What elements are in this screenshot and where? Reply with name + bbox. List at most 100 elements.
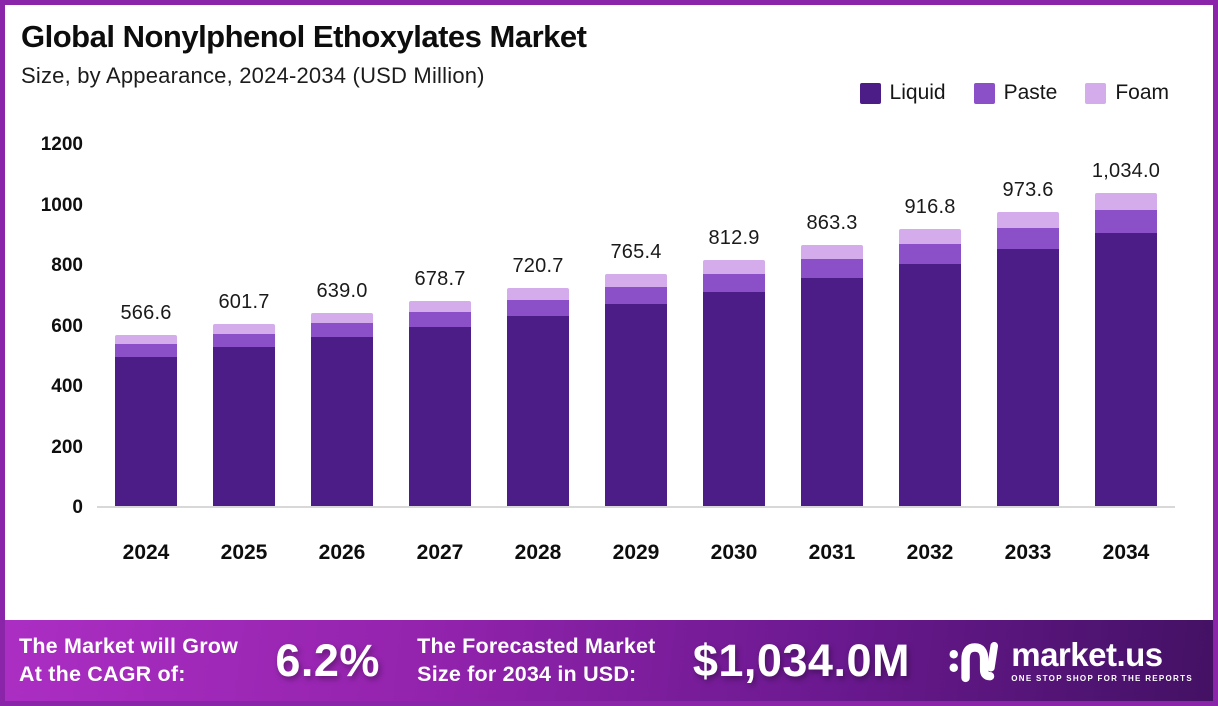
legend-item-foam: Foam — [1085, 81, 1169, 105]
forecast-label-line1: The Forecasted Market — [417, 633, 656, 658]
forecast-label-line2: Size for 2034 in USD: — [417, 661, 637, 686]
legend-item-liquid: Liquid — [859, 81, 946, 105]
bar-value-label-2024: 566.6 — [120, 301, 172, 324]
bar-column-2028: 720.7 — [489, 145, 587, 506]
brand-logo: market.us ONE STOP SHOP FOR THE REPORTS — [947, 634, 1193, 688]
bar-2031-segment-foam — [801, 244, 863, 260]
market-us-logo-icon — [947, 634, 1001, 688]
x-tick-label-2025: 2025 — [220, 541, 268, 564]
brand-tagline: ONE STOP SHOP FOR THE REPORTS — [1011, 674, 1193, 683]
bar-2025 — [213, 324, 275, 506]
legend: Liquid Paste Foam — [859, 81, 1169, 105]
x-tick-label-2029: 2029 — [612, 541, 660, 564]
cagr-label-line1: The Market will Grow — [19, 633, 239, 658]
page-title: Global Nonylphenol Ethoxylates Market — [21, 19, 587, 54]
bar-2031-segment-liquid — [801, 278, 863, 506]
bar-2024-segment-foam — [115, 334, 177, 345]
x-tick-label-2034: 2034 — [1102, 541, 1150, 564]
bar-value-label-2033: 973.6 — [1002, 178, 1054, 201]
bar-value-label-2026: 639.0 — [316, 279, 368, 302]
bar-2029-segment-paste — [605, 287, 667, 305]
bar-column-2024: 566.6 — [97, 145, 195, 506]
bar-2032 — [899, 228, 961, 506]
x-tick-label-2026: 2026 — [318, 541, 366, 564]
bar-2028 — [507, 288, 569, 506]
x-tick-label-2027: 2027 — [416, 541, 464, 564]
bar-2033-segment-paste — [997, 227, 1059, 250]
y-tick-label-1200: 1200 — [40, 134, 83, 155]
bar-2026-segment-foam — [311, 312, 373, 324]
bar-column-2030: 812.9 — [685, 145, 783, 506]
footer-banner: The Market will Grow At the CAGR of: 6.2… — [5, 620, 1213, 701]
bar-2026-segment-paste — [311, 323, 373, 338]
bar-value-label-2027: 678.7 — [414, 267, 466, 290]
bar-2030-segment-foam — [703, 260, 765, 274]
legend-label: Foam — [1115, 81, 1169, 104]
bar-column-2031: 863.3 — [783, 145, 881, 506]
bar-2033 — [997, 211, 1059, 506]
y-tick-label-1000: 1000 — [40, 194, 83, 216]
bar-column-2034: 1,034.0 — [1077, 145, 1175, 506]
page-subtitle: Size, by Appearance, 2024-2034 (USD Mill… — [21, 63, 485, 88]
bar-value-label-2034: 1,034.0 — [1091, 160, 1161, 183]
bars-container: 566.6 601.7 639.0 678.7 720.7 765.4 812.9 863.3… — [97, 145, 1175, 506]
bar-2027 — [409, 300, 471, 506]
bar-value-label-2031: 863.3 — [806, 211, 858, 234]
y-tick-label-600: 600 — [51, 315, 83, 337]
bar-2026 — [311, 312, 373, 506]
brand-name: market.us — [1011, 636, 1163, 673]
bar-2024-segment-paste — [115, 344, 177, 357]
bar-2028-segment-paste — [507, 300, 569, 316]
bar-value-label-2032: 916.8 — [904, 195, 956, 218]
bar-2031-segment-paste — [801, 259, 863, 279]
bar-2029-segment-foam — [605, 274, 667, 288]
legend-label: Liquid — [889, 81, 946, 104]
bar-2025-segment-liquid — [213, 347, 275, 506]
bar-2025-segment-foam — [213, 324, 275, 335]
bar-2032-segment-liquid — [899, 264, 961, 506]
cagr-label-line2: At the CAGR of: — [19, 661, 186, 686]
bar-value-label-2030: 812.9 — [708, 227, 760, 250]
brand-text: market.us ONE STOP SHOP FOR THE REPORTS — [1011, 638, 1193, 683]
bar-2033-segment-foam — [997, 211, 1059, 228]
bar-2027-segment-liquid — [409, 326, 471, 506]
bar-2028-segment-liquid — [507, 315, 569, 506]
bar-2028-segment-foam — [507, 288, 569, 301]
cagr-label: The Market will Grow At the CAGR of: — [19, 633, 238, 688]
legend-swatch-liquid — [859, 82, 881, 104]
legend-swatch-foam — [1085, 82, 1107, 104]
bar-2027-segment-foam — [409, 300, 471, 313]
y-tick-label-0: 0 — [72, 497, 83, 518]
bar-2025-segment-paste — [213, 334, 275, 348]
bar-2030 — [703, 260, 765, 506]
chart: 0 200 400 600 800 1000 1200 566.6 601.7 639.0 678… — [5, 113, 1213, 575]
plot-area: 566.6 601.7 639.0 678.7 720.7 765.4 812.9 863.3… — [97, 145, 1175, 508]
y-tick-label-200: 200 — [51, 436, 83, 458]
bar-2032-segment-paste — [899, 243, 961, 265]
x-tick-label-2030: 2030 — [710, 541, 758, 564]
legend-swatch-paste — [973, 82, 995, 104]
header: Global Nonylphenol Ethoxylates Market Si… — [5, 5, 1213, 89]
x-tick-label-2031: 2031 — [808, 541, 856, 564]
forecast-label: The Forecasted Market Size for 2034 in U… — [417, 633, 655, 688]
x-axis: 2024 2025 2026 2027 2028 2029 2030 2031 2032 2033… — [97, 541, 1175, 565]
cagr-value: 6.2% — [275, 634, 380, 686]
x-tick-label-2032: 2032 — [906, 541, 954, 564]
bar-column-2026: 639.0 — [293, 145, 391, 506]
bar-2031 — [801, 244, 863, 506]
bar-column-2025: 601.7 — [195, 145, 293, 506]
forecast-value: $1,034.0M — [692, 634, 910, 686]
bar-2029 — [605, 274, 667, 506]
bar-column-2033: 973.6 — [979, 145, 1077, 506]
bar-2034-segment-foam — [1095, 193, 1157, 211]
y-tick-label-800: 800 — [51, 255, 83, 276]
bar-2029-segment-liquid — [605, 304, 667, 506]
x-tick-label-2033: 2033 — [1004, 541, 1052, 564]
bar-2026-segment-liquid — [311, 337, 373, 506]
x-tick-label-2024: 2024 — [122, 541, 170, 564]
bar-2034-segment-paste — [1095, 210, 1157, 234]
bar-2030-segment-paste — [703, 273, 765, 292]
bar-2024 — [115, 334, 177, 506]
y-tick-label-400: 400 — [51, 376, 83, 397]
